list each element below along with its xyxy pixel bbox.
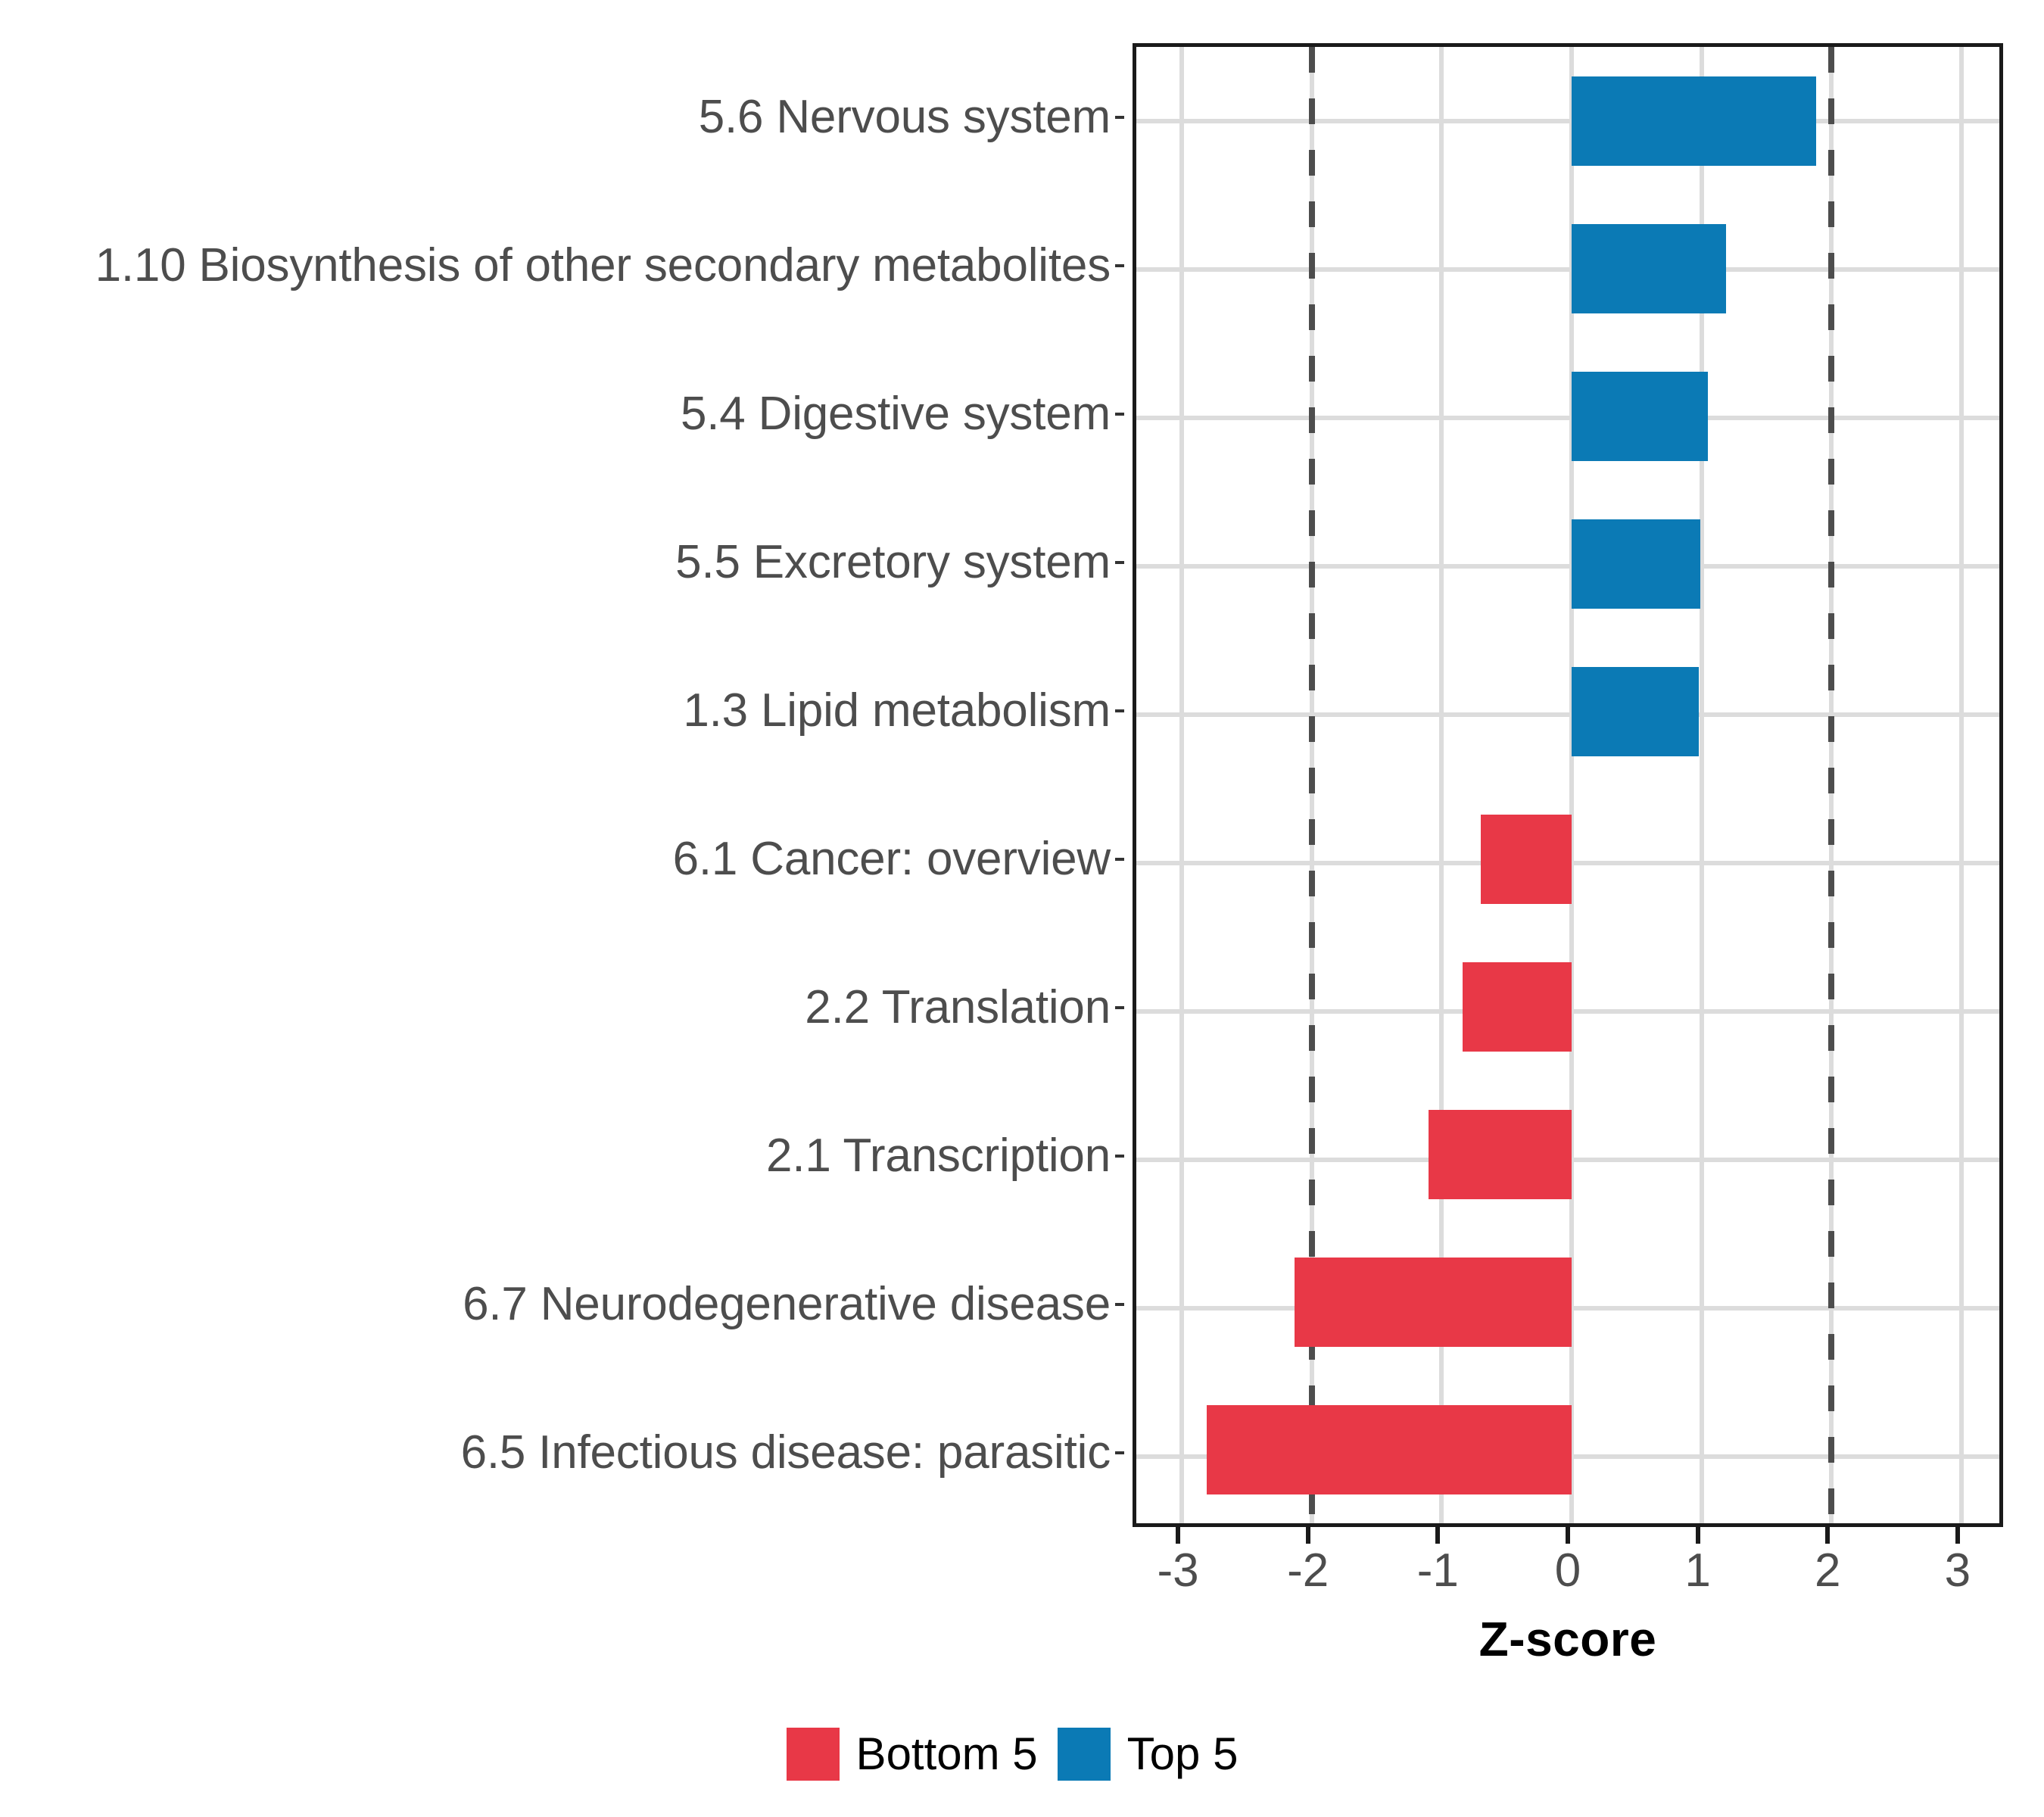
y-axis-tick-mark <box>1115 1155 1124 1158</box>
y-axis-tick-mark <box>1115 1303 1124 1306</box>
y-axis-label: 6.1 Cancer: overview <box>672 833 1111 885</box>
x-axis-tick-label: 2 <box>1815 1544 1841 1597</box>
y-axis-tick-mark <box>1115 561 1124 564</box>
bar[interactable] <box>1429 1109 1572 1199</box>
y-axis-label-row: 5.6 Nervous system <box>0 43 1124 192</box>
bar-row <box>1136 1080 1999 1228</box>
y-axis-label: 5.4 Digestive system <box>681 388 1111 440</box>
x-axis-tick-label: 0 <box>1554 1544 1581 1597</box>
x-axis-tick-label: -1 <box>1416 1544 1459 1597</box>
bars-layer <box>1136 47 1999 1523</box>
y-axis-label-row: 6.1 Cancer: overview <box>0 785 1124 933</box>
bar[interactable] <box>1572 223 1727 313</box>
x-axis-tick-label: -2 <box>1287 1544 1329 1597</box>
y-axis-tick-mark <box>1115 858 1124 861</box>
legend-label: Top 5 <box>1126 1728 1239 1779</box>
bar[interactable] <box>1206 1404 1572 1494</box>
legend: Bottom 5 Top 5 <box>0 1728 2044 1781</box>
bar[interactable] <box>1572 371 1709 461</box>
y-axis-label-row: 1.3 Lipid metabolism <box>0 637 1124 785</box>
bar[interactable] <box>1462 961 1572 1052</box>
bar-row <box>1136 1228 1999 1376</box>
y-axis-label: 6.7 Neurodegenerative disease <box>463 1278 1111 1330</box>
y-axis-label: 5.6 Nervous system <box>698 91 1111 143</box>
y-axis-label: 2.2 Translation <box>805 981 1111 1033</box>
y-axis-label-row: 2.2 Translation <box>0 933 1124 1082</box>
bar-row <box>1136 47 1999 195</box>
x-axis-title: Z-score <box>1478 1612 1657 1666</box>
legend-label: Bottom 5 <box>855 1728 1038 1779</box>
x-axis-tick-label: 3 <box>1944 1544 1971 1597</box>
x-axis-tick-mark <box>1955 1527 1960 1544</box>
y-axis-label: 1.10 Biosynthesis of other secondary met… <box>95 239 1111 291</box>
x-axis-tick-mark <box>1695 1527 1700 1544</box>
x-axis-tick-mark <box>1566 1527 1570 1544</box>
y-axis-labels: 5.6 Nervous system 1.10 Biosynthesis of o… <box>0 43 1124 1527</box>
bar[interactable] <box>1572 519 1700 609</box>
x-axis-ticks <box>1133 1527 2003 1544</box>
x-axis-tick-labels: -3 -2 -1 0 1 2 3 <box>1133 1547 2003 1600</box>
bar-row <box>1136 1376 1999 1523</box>
y-axis-tick-mark <box>1115 413 1124 416</box>
y-axis-tick-mark <box>1115 709 1124 712</box>
bar[interactable] <box>1295 1257 1572 1347</box>
legend-color-swatch <box>1057 1728 1111 1781</box>
bar[interactable] <box>1572 666 1700 756</box>
plot-panel <box>1133 43 2003 1527</box>
x-axis-tick-label: -3 <box>1157 1544 1199 1597</box>
x-axis-tick-mark <box>1825 1527 1831 1544</box>
bar-row <box>1136 342 1999 490</box>
y-axis-label-row: 6.7 Neurodegenerative disease <box>0 1230 1124 1379</box>
y-axis-label-row: 5.5 Excretory system <box>0 488 1124 637</box>
y-axis-label: 6.5 Infectious disease: parasitic <box>460 1426 1111 1479</box>
y-axis-label-row: 6.5 Infectious disease: parasitic <box>0 1379 1124 1527</box>
bar-row <box>1136 933 1999 1080</box>
x-axis-tick-mark <box>1176 1527 1181 1544</box>
bar-row <box>1136 637 1999 785</box>
legend-item[interactable]: Bottom 5 <box>786 1728 1038 1781</box>
x-axis-tick-mark <box>1435 1527 1441 1544</box>
y-axis-tick-mark <box>1115 1451 1124 1454</box>
bar-row <box>1136 195 1999 342</box>
y-axis-label: 5.5 Excretory system <box>675 536 1111 588</box>
y-axis-label: 2.1 Transcription <box>766 1130 1111 1182</box>
bar-row <box>1136 490 1999 637</box>
bar[interactable] <box>1572 76 1816 166</box>
legend-item[interactable]: Top 5 <box>1057 1728 1239 1781</box>
y-axis-tick-mark <box>1115 264 1124 267</box>
x-axis-tick-mark <box>1305 1527 1310 1544</box>
y-axis-label: 1.3 Lipid metabolism <box>683 684 1111 737</box>
bar[interactable] <box>1480 814 1572 904</box>
y-axis-label-row: 5.4 Digestive system <box>0 340 1124 488</box>
y-axis-tick-mark <box>1115 1006 1124 1009</box>
y-axis-label-row: 2.1 Transcription <box>0 1082 1124 1230</box>
y-axis-tick-mark <box>1115 116 1124 119</box>
bar-row <box>1136 785 1999 933</box>
legend-color-swatch <box>786 1728 840 1781</box>
y-axis-label-row: 1.10 Biosynthesis of other secondary met… <box>0 192 1124 340</box>
x-axis-tick-label: 1 <box>1684 1544 1711 1597</box>
